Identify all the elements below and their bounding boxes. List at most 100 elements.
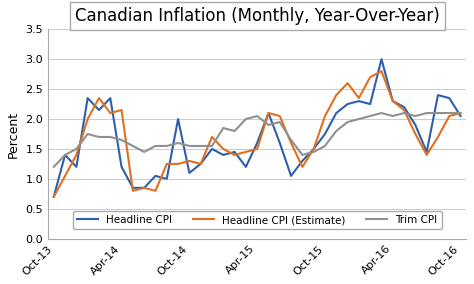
Headline CPI (Estimate): [141, 186, 147, 189]
Trim CPI: [379, 111, 384, 115]
Headline CPI (Estimate): [379, 70, 384, 73]
Headline CPI: [447, 96, 452, 100]
Trim CPI: [311, 150, 317, 154]
Headline CPI (Estimate): [390, 99, 396, 103]
Headline CPI (Estimate): [175, 162, 181, 166]
Headline CPI: [141, 186, 147, 189]
Trim CPI: [447, 111, 452, 115]
Trim CPI: [288, 138, 294, 142]
Headline CPI (Estimate): [153, 189, 158, 193]
Headline CPI: [232, 150, 237, 154]
Trim CPI: [277, 120, 283, 124]
Headline CPI (Estimate): [345, 82, 350, 85]
Headline CPI (Estimate): [96, 96, 102, 100]
Line: Headline CPI: Headline CPI: [54, 59, 461, 197]
Headline CPI: [435, 93, 441, 97]
Headline CPI: [424, 150, 429, 154]
Headline CPI: [322, 132, 328, 136]
Headline CPI (Estimate): [73, 153, 79, 157]
Headline CPI: [164, 177, 170, 181]
Headline CPI (Estimate): [255, 147, 260, 151]
Headline CPI (Estimate): [265, 111, 271, 115]
Headline CPI: [51, 195, 56, 199]
Headline CPI: [379, 57, 384, 61]
Trim CPI: [220, 126, 226, 130]
Headline CPI (Estimate): [322, 114, 328, 118]
Headline CPI: [118, 165, 124, 169]
Headline CPI (Estimate): [62, 174, 68, 178]
Headline CPI (Estimate): [458, 111, 464, 115]
Trim CPI: [153, 144, 158, 148]
Headline CPI: [175, 117, 181, 121]
Trim CPI: [85, 132, 91, 136]
Trim CPI: [96, 135, 102, 139]
Legend: Headline CPI, Headline CPI (Estimate), Trim CPI: Headline CPI, Headline CPI (Estimate), T…: [73, 211, 442, 229]
Trim CPI: [51, 165, 56, 169]
Headline CPI (Estimate): [424, 153, 429, 157]
Headline CPI (Estimate): [51, 195, 56, 199]
Title: Canadian Inflation (Monthly, Year-Over-Year): Canadian Inflation (Monthly, Year-Over-Y…: [75, 7, 439, 25]
Trim CPI: [141, 150, 147, 154]
Headline CPI (Estimate): [243, 150, 249, 154]
Headline CPI: [209, 147, 215, 151]
Headline CPI: [85, 96, 91, 100]
Headline CPI (Estimate): [209, 135, 215, 139]
Trim CPI: [62, 153, 68, 157]
Line: Trim CPI: Trim CPI: [54, 113, 461, 167]
Headline CPI (Estimate): [198, 162, 203, 166]
Headline CPI: [73, 165, 79, 169]
Headline CPI: [255, 141, 260, 145]
Headline CPI: [367, 102, 373, 106]
Trim CPI: [356, 117, 362, 121]
Trim CPI: [209, 144, 215, 148]
Trim CPI: [322, 144, 328, 148]
Headline CPI: [288, 174, 294, 178]
Trim CPI: [73, 147, 79, 151]
Headline CPI: [390, 99, 396, 103]
Trim CPI: [345, 120, 350, 124]
Trim CPI: [187, 144, 192, 148]
Headline CPI (Estimate): [277, 114, 283, 118]
Headline CPI: [108, 96, 113, 100]
Trim CPI: [435, 111, 441, 115]
Trim CPI: [243, 117, 249, 121]
Trim CPI: [333, 129, 339, 133]
Headline CPI: [345, 102, 350, 106]
Trim CPI: [265, 123, 271, 127]
Trim CPI: [424, 111, 429, 115]
Headline CPI: [265, 111, 271, 115]
Headline CPI (Estimate): [333, 93, 339, 97]
Headline CPI (Estimate): [367, 76, 373, 79]
Headline CPI: [412, 123, 418, 127]
Headline CPI (Estimate): [108, 111, 113, 115]
Trim CPI: [130, 144, 136, 148]
Trim CPI: [390, 114, 396, 118]
Headline CPI (Estimate): [232, 153, 237, 157]
Headline CPI: [243, 165, 249, 169]
Headline CPI: [130, 186, 136, 189]
Headline CPI: [220, 153, 226, 157]
Headline CPI (Estimate): [85, 117, 91, 121]
Headline CPI: [300, 159, 305, 163]
Headline CPI: [277, 141, 283, 145]
Headline CPI (Estimate): [164, 162, 170, 166]
Trim CPI: [198, 144, 203, 148]
Headline CPI (Estimate): [401, 108, 407, 112]
Headline CPI (Estimate): [118, 108, 124, 112]
Line: Headline CPI (Estimate): Headline CPI (Estimate): [54, 71, 461, 197]
Headline CPI (Estimate): [356, 96, 362, 100]
Trim CPI: [255, 114, 260, 118]
Headline CPI (Estimate): [435, 135, 441, 139]
Trim CPI: [164, 144, 170, 148]
Headline CPI: [356, 99, 362, 103]
Headline CPI (Estimate): [311, 147, 317, 151]
Trim CPI: [412, 114, 418, 118]
Headline CPI (Estimate): [187, 159, 192, 163]
Headline CPI: [458, 114, 464, 118]
Headline CPI: [153, 174, 158, 178]
Trim CPI: [108, 135, 113, 139]
Trim CPI: [367, 114, 373, 118]
Headline CPI: [187, 171, 192, 175]
Headline CPI: [401, 105, 407, 109]
Headline CPI: [62, 153, 68, 157]
